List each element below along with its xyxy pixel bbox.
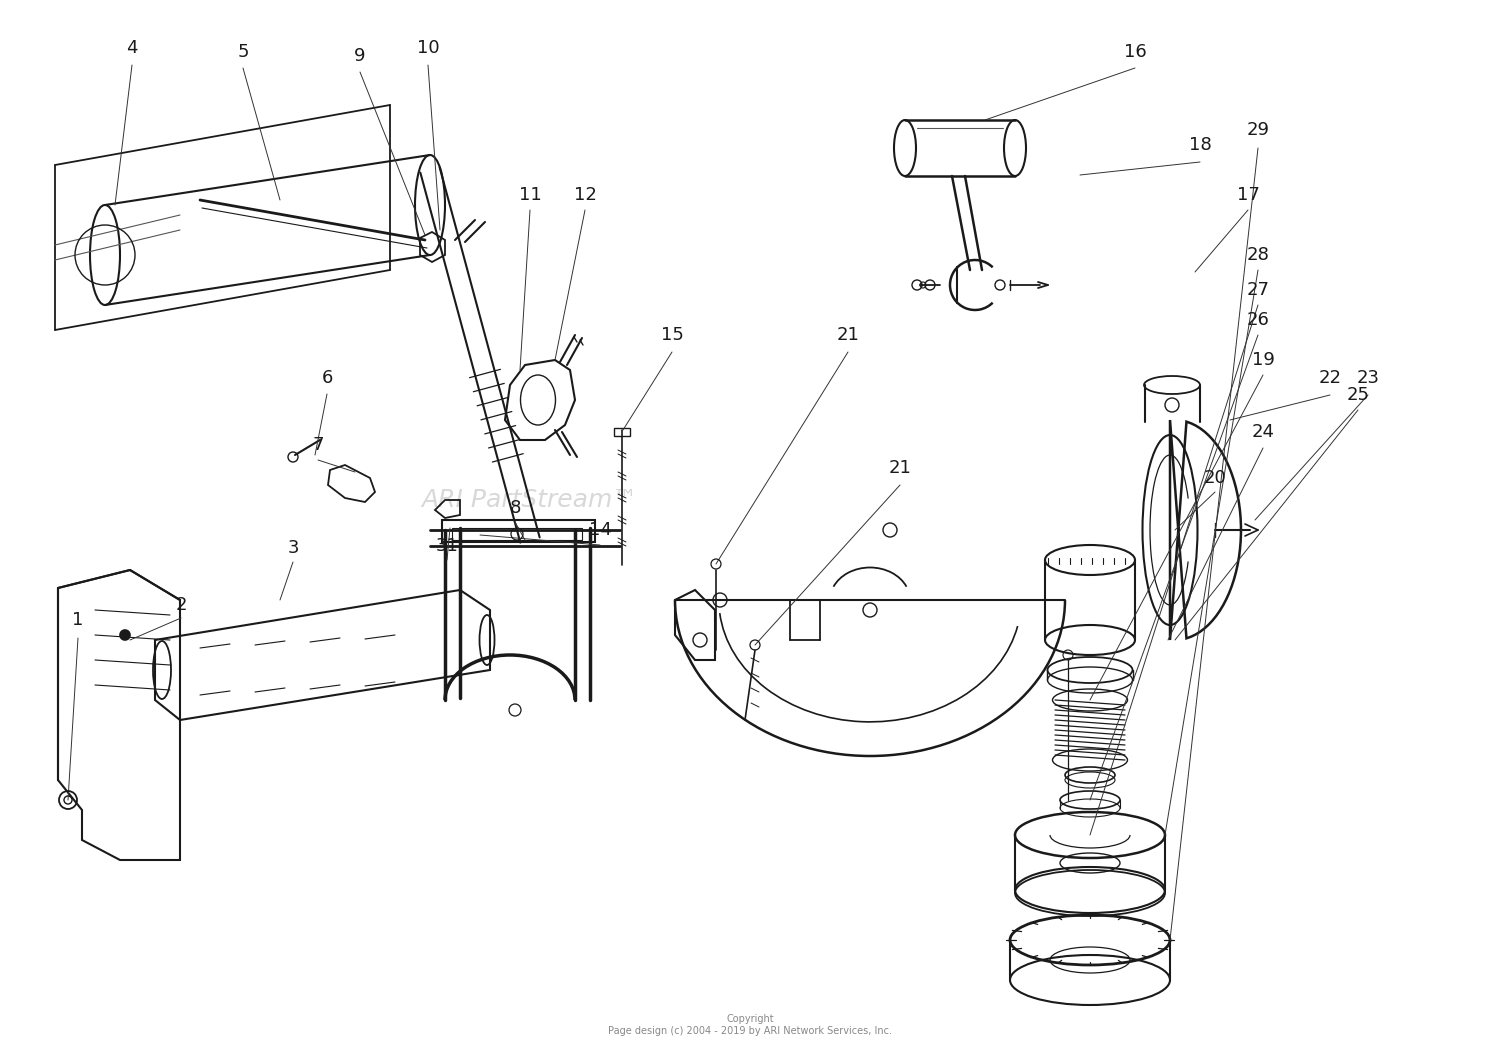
Text: ARI PartStream™: ARI PartStream™ [422,488,638,512]
Text: 17: 17 [1236,186,1260,204]
Text: 15: 15 [660,326,684,344]
Text: 20: 20 [1203,469,1227,487]
Text: 28: 28 [1246,246,1269,264]
Text: 22: 22 [1318,369,1341,387]
Text: 19: 19 [1251,351,1275,369]
Text: 27: 27 [1246,281,1269,299]
Text: 24: 24 [1251,423,1275,441]
Text: 21: 21 [837,326,860,344]
Text: 9: 9 [354,47,366,65]
Text: 18: 18 [1188,136,1212,154]
Text: 14: 14 [588,521,612,539]
Text: 10: 10 [417,39,440,57]
Text: 1: 1 [72,611,84,629]
Text: 21: 21 [888,458,912,477]
Text: 31: 31 [435,536,459,555]
Text: 26: 26 [1246,311,1269,329]
Text: Copyright
Page design (c) 2004 - 2019 by ARI Network Services, Inc.: Copyright Page design (c) 2004 - 2019 by… [608,1014,892,1036]
Text: 8: 8 [510,499,520,518]
Text: 11: 11 [519,186,542,204]
Text: 25: 25 [1347,386,1370,404]
Text: 2: 2 [176,596,186,614]
Text: 16: 16 [1124,43,1146,61]
Circle shape [120,630,130,640]
Text: 12: 12 [573,186,597,204]
Text: 7: 7 [312,436,324,454]
Text: 4: 4 [126,39,138,57]
Text: 6: 6 [321,369,333,387]
Text: 29: 29 [1246,121,1269,139]
Text: 23: 23 [1356,369,1380,387]
Text: 5: 5 [237,43,249,61]
Text: 3: 3 [288,539,298,557]
